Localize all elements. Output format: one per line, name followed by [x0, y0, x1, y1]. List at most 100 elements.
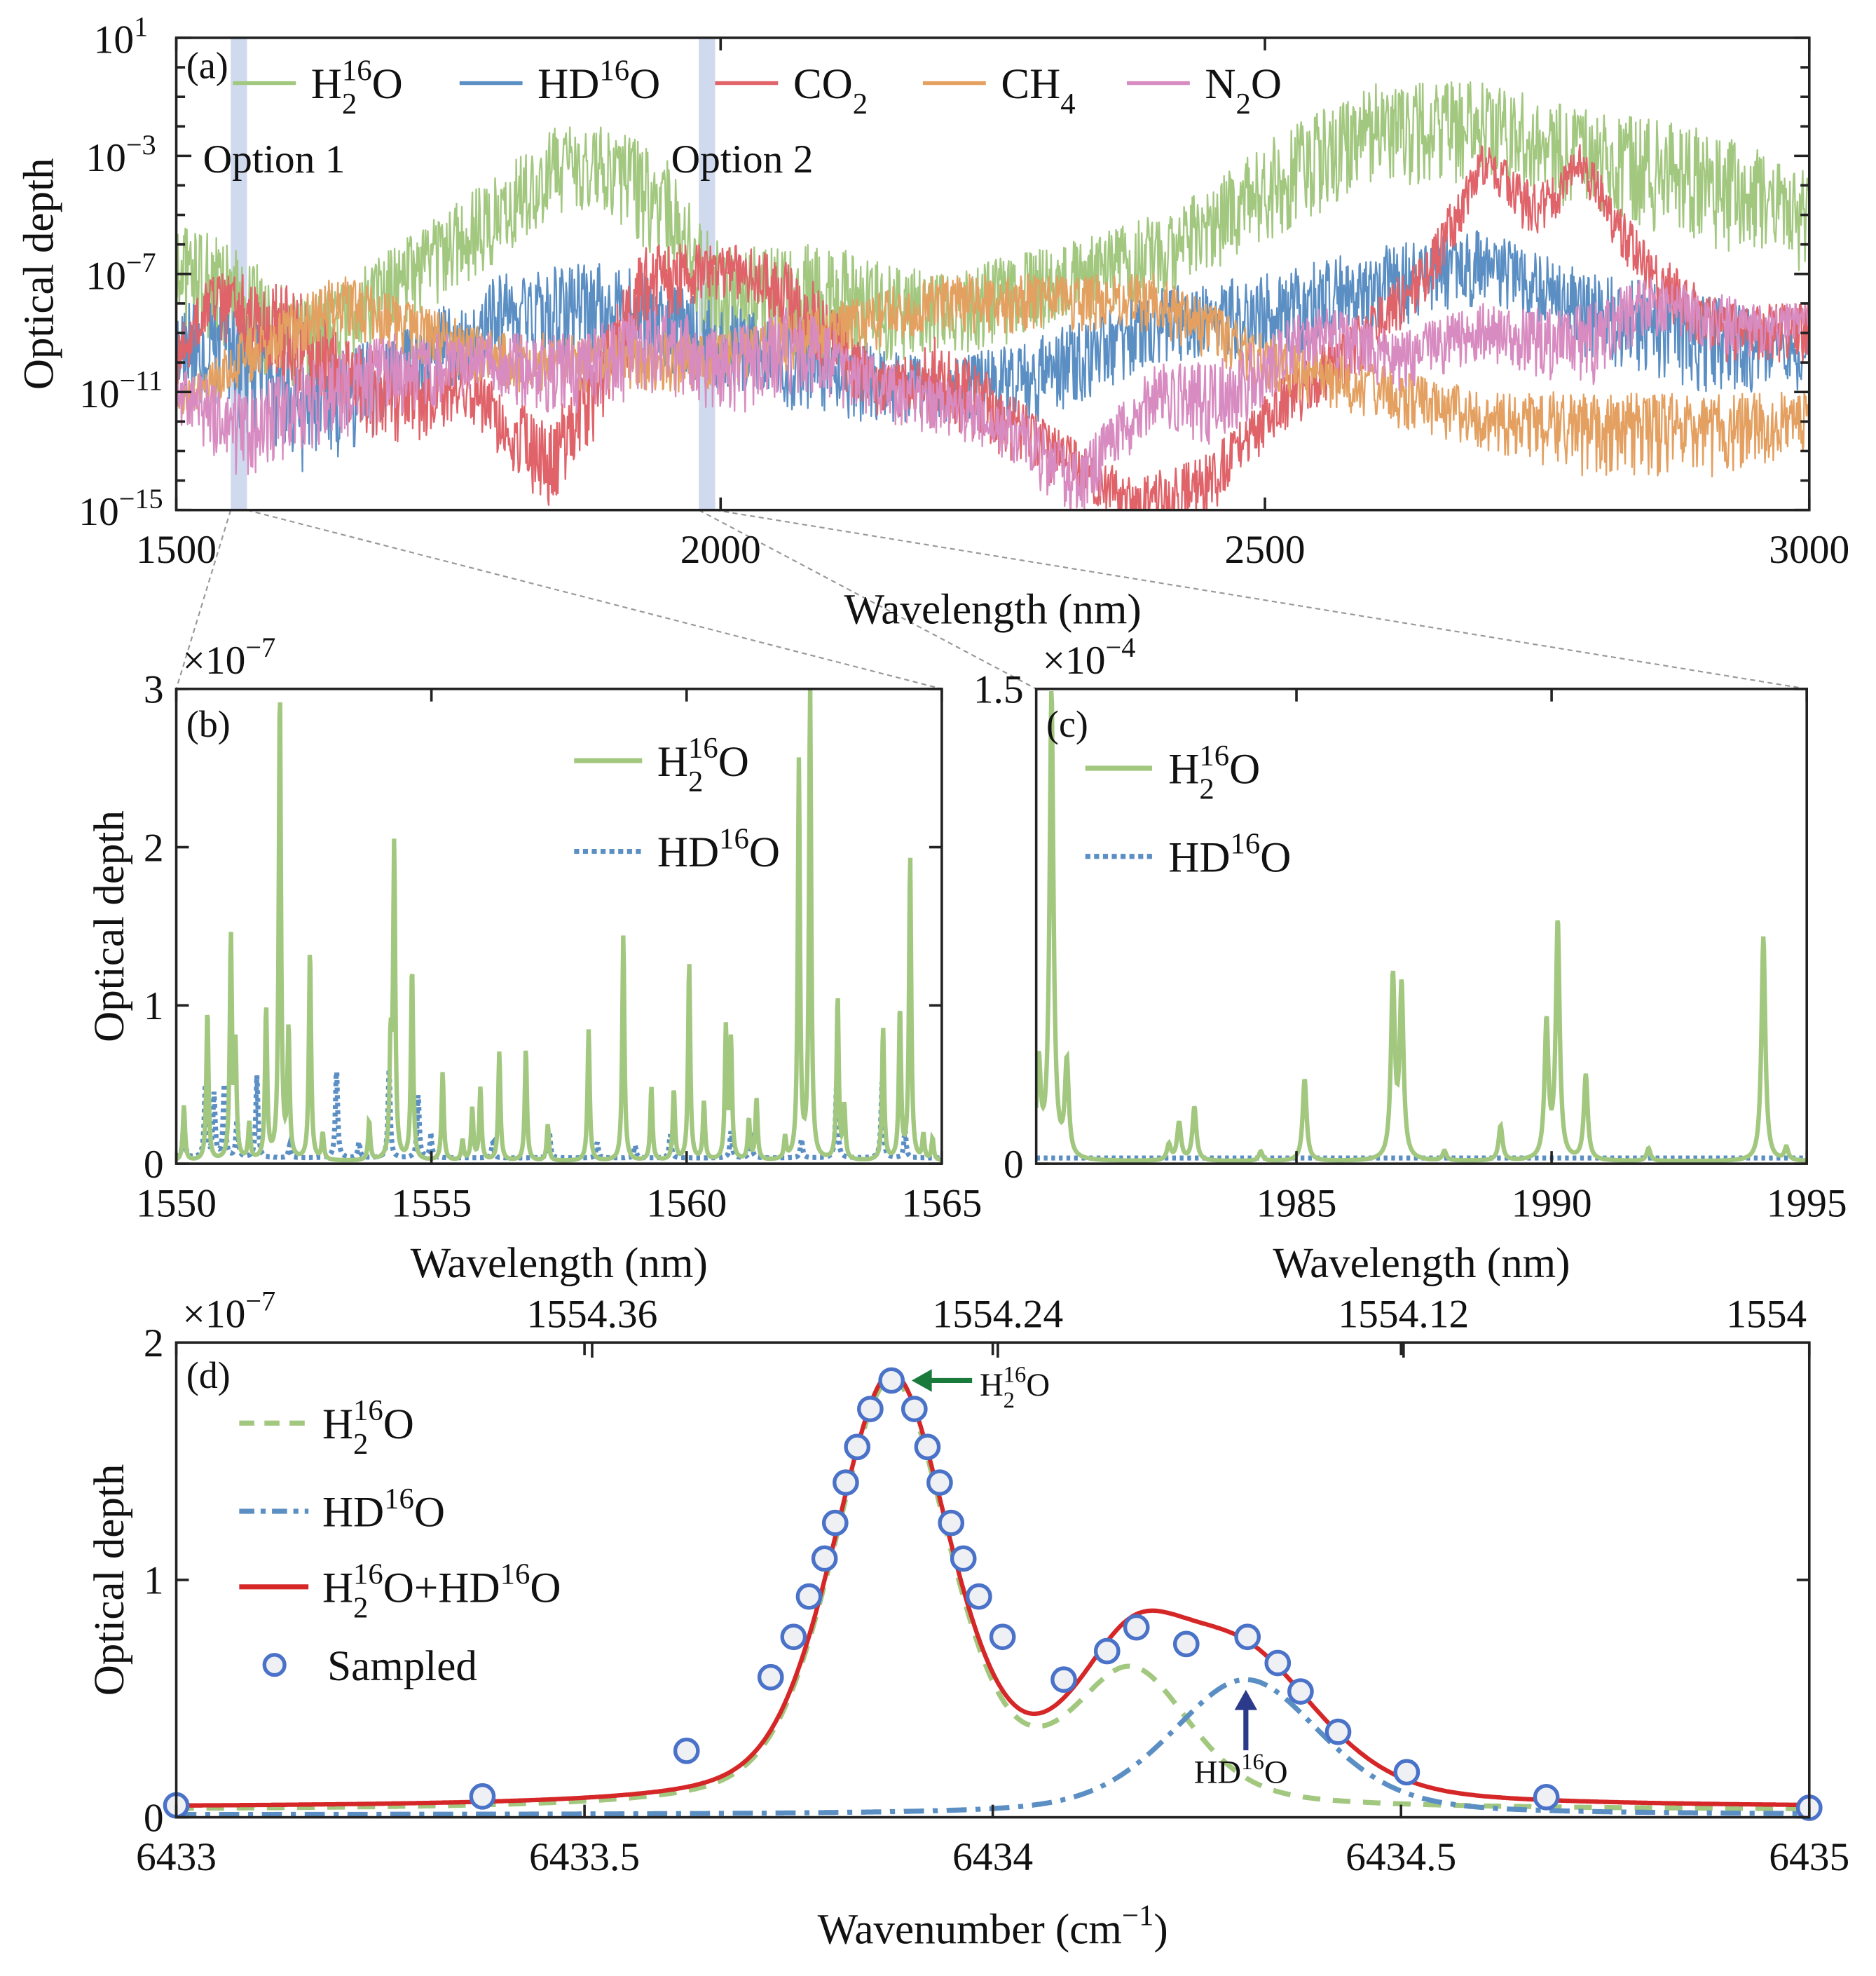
legend-label-part: 2: [342, 88, 357, 121]
x-tick-label: 1990: [1512, 1182, 1592, 1226]
panel-label-part: (b): [186, 703, 231, 745]
legend-label-part: O: [383, 1401, 414, 1448]
legend-label: HD16O: [657, 822, 780, 876]
legend-label-part: 16: [353, 1558, 383, 1591]
sampled-point: [821, 1509, 849, 1536]
legend-label-part: HD: [538, 61, 599, 108]
x-tick-label-part: 2000: [680, 528, 761, 572]
y-tick-label-part: 3: [144, 668, 164, 712]
sampled-point: [950, 1545, 977, 1572]
arrow-left-icon: [911, 1369, 932, 1392]
legend-label-part: O: [372, 61, 403, 108]
x-tick-label-part: 1565: [901, 1182, 982, 1226]
legend-marker: [262, 1653, 287, 1677]
annotation-label-hdo-part: O: [1264, 1754, 1288, 1791]
zoom-connector: [698, 509, 1037, 690]
sampled-point: [844, 1433, 871, 1461]
legend-label: N2O: [1205, 61, 1282, 121]
x-axis-label-part: Wavenumber (cm: [818, 1906, 1122, 1953]
sampled-point: [757, 1663, 784, 1691]
annotation-label-h2o-part: 2: [1004, 1388, 1015, 1413]
y-axis-label-part: Optical depth: [86, 1464, 133, 1696]
y-tick-label: 1.5: [973, 668, 1024, 712]
x-tick-label: 2500: [1225, 528, 1306, 572]
x-tick-label-part: 6434: [952, 1835, 1033, 1879]
legend-label-part: 16: [353, 1394, 383, 1427]
legend-label-part: O: [1260, 834, 1291, 881]
annotation-label-h2o-part: O: [1026, 1367, 1050, 1403]
y-multiplier-label-part: ×10: [183, 1293, 246, 1337]
series-h216o-line: [176, 81, 1809, 388]
legend-label-part: O: [718, 739, 749, 786]
legend-label-part: CO: [793, 61, 853, 108]
series-hdo-dashdot-line: [176, 1677, 1809, 1818]
sampled-point: [1050, 1666, 1077, 1694]
legend-label-part: O: [414, 1490, 445, 1536]
axes-frame: [1034, 688, 1808, 1165]
legend-label: Sampled: [327, 1643, 477, 1690]
legend-label: H216O: [322, 1394, 414, 1461]
y-tick-label-part: −11: [120, 365, 163, 397]
legend-label-part: H: [322, 1565, 353, 1612]
y-tick-label-part: 1: [144, 1559, 164, 1603]
legend-label-part: H: [322, 1401, 353, 1448]
legend-label-part: O+HD: [383, 1565, 500, 1612]
y-multiplier-label-part: ×10: [1043, 639, 1106, 683]
legend-label-part: HD: [1168, 834, 1230, 881]
sampled-point: [878, 1367, 905, 1394]
panel-c-option2-zoom: 1985 1990 1995 0 1.5 ×10−4 (c) Wavelength (nm) H…: [973, 632, 1847, 1287]
legend-label: H216O+HD16O: [322, 1558, 561, 1625]
spectra-group: [176, 81, 1809, 510]
legend-label-part: Sampled: [327, 1643, 477, 1690]
legend-label-part: O: [1229, 747, 1260, 793]
sampled-point: [811, 1545, 838, 1572]
annotation-label-h2o: H216O: [980, 1362, 1050, 1412]
legend-label-part: 16: [599, 55, 629, 88]
y-tick-label-part: −15: [119, 483, 163, 515]
series-h2o-line: [176, 688, 942, 1163]
band-label-option-2-part: Option 2: [671, 137, 814, 182]
x-axis-label-part: ): [1153, 1906, 1168, 1953]
y-multiplier-label: ×10−7: [183, 632, 276, 683]
legend-item: Sampled: [262, 1643, 477, 1690]
sampled-point: [780, 1623, 807, 1651]
zoom-connector: [247, 509, 943, 690]
x-tick-label: 6435: [1769, 1835, 1849, 1879]
panel-label: (c): [1046, 703, 1088, 745]
x-tick-label: 6434.5: [1346, 1835, 1456, 1879]
panel-label-part: (d): [186, 1354, 231, 1396]
legend-label: H216O: [657, 732, 749, 798]
top-x-tick-label-part: 1554.36: [527, 1293, 658, 1337]
spectra-group: [1036, 690, 1807, 1164]
x-tick-label-part: 3000: [1769, 528, 1849, 572]
panel-label: (b): [186, 703, 231, 745]
x-tick-label-part: 6433.5: [529, 1835, 640, 1879]
legend-label-part: 2: [353, 1428, 368, 1461]
y-tick-label: 0: [144, 1796, 164, 1840]
annotation-label-hdo: HD16O: [1194, 1750, 1288, 1791]
y-tick-label-part: 10: [78, 490, 118, 534]
y-tick-label-part: 0: [144, 1143, 164, 1187]
sampled-point: [1533, 1783, 1560, 1811]
y-tick-label-part: −7: [126, 247, 156, 278]
x-tick-label: 3000: [1769, 528, 1849, 572]
sampled-point: [989, 1623, 1016, 1651]
top-x-tick-label-part: 1554: [1726, 1293, 1807, 1337]
panel-a-overview-spectra: 1500 2000 2500 300010110−310−710−1110−15(a)…: [15, 11, 1849, 633]
zoom-connector: [175, 510, 232, 690]
band-label-option-1: Option 1: [203, 137, 345, 182]
sampled-point: [673, 1737, 700, 1764]
x-axis-label: Wavelength (nm): [1273, 1240, 1570, 1287]
y-tick-label-part: 10: [94, 18, 134, 62]
y-tick-label-part: 1: [134, 11, 148, 42]
y-tick-label-part: 2: [144, 826, 164, 870]
legend-item: H216O+HD16O: [239, 1558, 561, 1625]
legend-item: HD16O: [574, 822, 780, 876]
legend-label-part: O: [1251, 61, 1282, 108]
y-multiplier-label-part: −7: [245, 632, 275, 663]
y-tick-label: 10−15: [78, 483, 163, 534]
legend-label-part: 4: [1060, 88, 1075, 121]
legend-label-part: 2: [353, 1591, 368, 1624]
legend-label-part: 16: [342, 55, 372, 88]
